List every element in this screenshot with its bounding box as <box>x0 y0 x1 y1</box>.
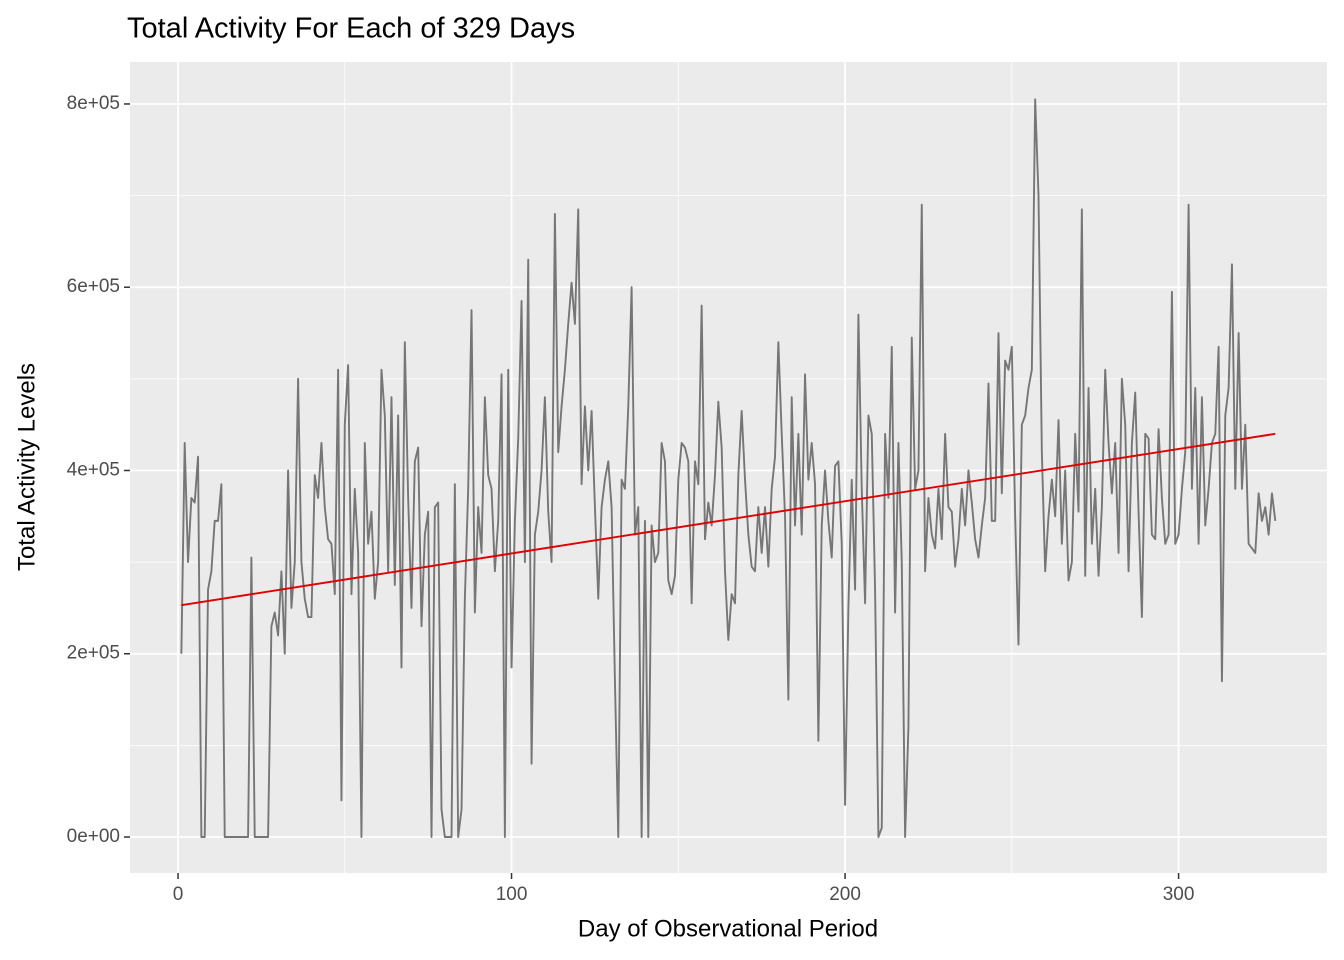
x-axis-title: Day of Observational Period <box>578 915 878 942</box>
x-tick-label: 0 <box>173 884 184 905</box>
y-tick-label: 6e+05 <box>67 276 120 297</box>
chart-title: Total Activity For Each of 329 Days <box>127 13 575 45</box>
x-tick-label: 300 <box>1163 884 1195 905</box>
data-line <box>181 432 1276 607</box>
x-tick-label: 100 <box>496 884 528 905</box>
y-tick-label: 4e+05 <box>67 459 120 480</box>
y-tick-label: 0e+00 <box>67 826 120 847</box>
y-tick-label: 2e+05 <box>67 643 120 664</box>
grid <box>130 62 1327 873</box>
y-tick-label: 8e+05 <box>67 93 120 114</box>
y-axis-title: Total Activity Levels <box>13 363 40 571</box>
x-tick-label: 200 <box>829 884 861 905</box>
lines <box>180 98 1277 838</box>
plot-panel <box>130 62 1327 873</box>
axes: 0 100 200 300 0e+00 2e+05 4e+05 6e+05 8e+05 <box>67 93 1195 905</box>
data-line <box>180 98 1277 838</box>
